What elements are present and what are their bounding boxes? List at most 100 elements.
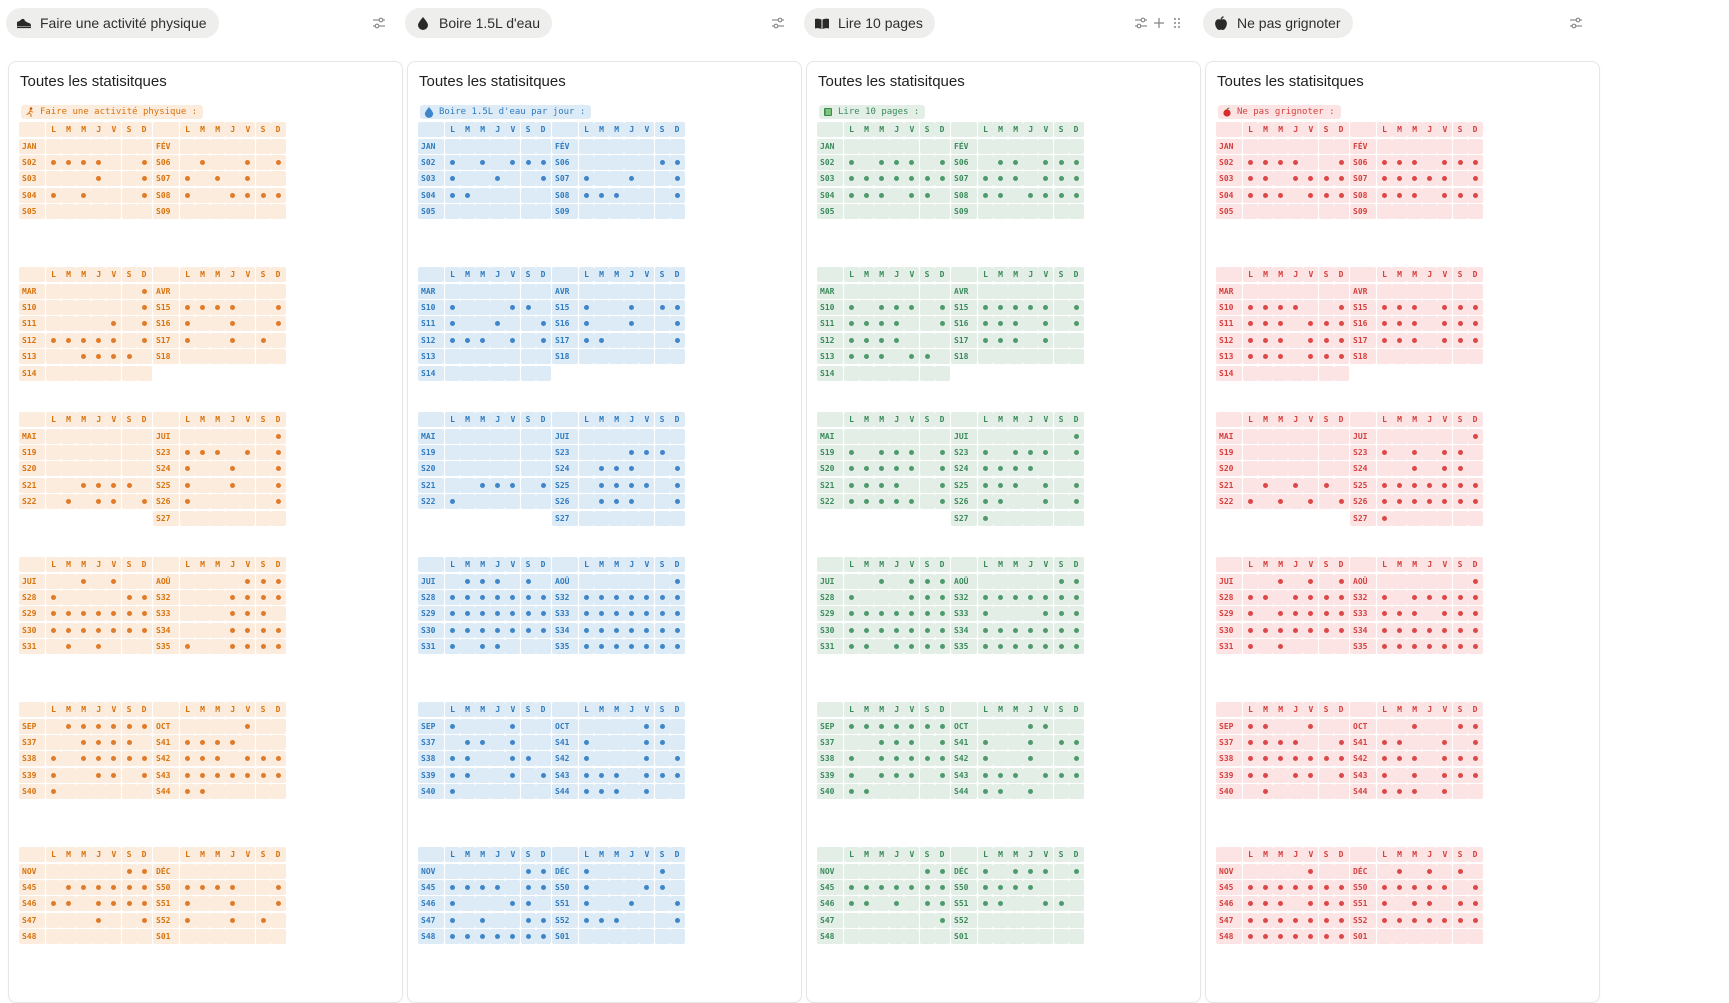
day-cell[interactable]	[195, 171, 211, 187]
day-cell[interactable]	[1437, 204, 1453, 220]
day-cell[interactable]	[859, 639, 875, 655]
day-cell[interactable]	[874, 590, 890, 605]
day-cell[interactable]	[1008, 510, 1024, 526]
day-cell[interactable]	[1303, 155, 1319, 170]
day-cell[interactable]	[46, 300, 61, 315]
day-cell[interactable]	[1273, 639, 1289, 655]
day-cell[interactable]	[669, 929, 685, 945]
day-cell[interactable]	[904, 896, 920, 912]
day-cell[interactable]	[993, 187, 1009, 203]
day-cell[interactable]	[669, 639, 685, 655]
day-cell[interactable]	[1467, 896, 1483, 912]
day-cell[interactable]	[639, 171, 655, 187]
day-cell[interactable]	[1068, 445, 1084, 460]
day-cell[interactable]	[934, 428, 950, 444]
day-cell[interactable]	[445, 300, 460, 315]
day-cell[interactable]	[1273, 896, 1289, 912]
day-cell[interactable]	[46, 735, 61, 750]
day-cell[interactable]	[1333, 767, 1349, 783]
day-cell[interactable]	[505, 138, 521, 154]
day-cell[interactable]	[195, 929, 211, 945]
day-cell[interactable]	[490, 461, 506, 477]
day-cell[interactable]	[859, 751, 875, 767]
day-cell[interactable]	[1437, 639, 1453, 655]
day-cell[interactable]	[1273, 751, 1289, 767]
day-cell[interactable]	[91, 171, 107, 187]
day-cell[interactable]	[1053, 718, 1069, 734]
day-cell[interactable]	[1243, 187, 1258, 203]
day-cell[interactable]	[919, 767, 935, 783]
day-cell[interactable]	[61, 622, 77, 638]
filter-icon[interactable]	[1133, 15, 1149, 31]
day-cell[interactable]	[1053, 494, 1069, 510]
day-cell[interactable]	[61, 332, 77, 348]
day-cell[interactable]	[669, 573, 685, 589]
day-cell[interactable]	[654, 784, 670, 800]
day-cell[interactable]	[195, 445, 211, 460]
day-cell[interactable]	[1407, 784, 1423, 800]
day-cell[interactable]	[1273, 204, 1289, 220]
day-cell[interactable]	[1038, 573, 1054, 589]
day-cell[interactable]	[1053, 735, 1069, 750]
day-cell[interactable]	[1243, 316, 1258, 332]
day-cell[interactable]	[639, 622, 655, 638]
day-cell[interactable]	[1288, 332, 1304, 348]
day-cell[interactable]	[1377, 445, 1392, 460]
day-cell[interactable]	[225, 445, 241, 460]
day-cell[interactable]	[1273, 880, 1289, 895]
day-cell[interactable]	[1023, 590, 1039, 605]
day-cell[interactable]	[1467, 428, 1483, 444]
day-cell[interactable]	[1318, 767, 1334, 783]
day-cell[interactable]	[475, 929, 491, 945]
day-cell[interactable]	[1407, 477, 1423, 493]
day-cell[interactable]	[1243, 461, 1258, 477]
day-cell[interactable]	[993, 510, 1009, 526]
day-cell[interactable]	[1437, 494, 1453, 510]
day-cell[interactable]	[1288, 896, 1304, 912]
day-cell[interactable]	[1318, 445, 1334, 460]
day-cell[interactable]	[136, 204, 152, 220]
day-cell[interactable]	[1258, 929, 1274, 945]
day-cell[interactable]	[1023, 639, 1039, 655]
day-cell[interactable]	[195, 187, 211, 203]
day-cell[interactable]	[475, 461, 491, 477]
day-cell[interactable]	[445, 735, 460, 750]
day-cell[interactable]	[210, 428, 226, 444]
day-cell[interactable]	[1437, 590, 1453, 605]
day-cell[interactable]	[1273, 428, 1289, 444]
day-cell[interactable]	[270, 461, 286, 477]
day-cell[interactable]	[993, 477, 1009, 493]
day-cell[interactable]	[1068, 718, 1084, 734]
day-cell[interactable]	[874, 283, 890, 299]
day-cell[interactable]	[1053, 138, 1069, 154]
day-cell[interactable]	[535, 784, 551, 800]
day-cell[interactable]	[520, 171, 536, 187]
day-cell[interactable]	[76, 187, 92, 203]
day-cell[interactable]	[904, 863, 920, 879]
day-cell[interactable]	[1318, 204, 1334, 220]
day-cell[interactable]	[609, 863, 625, 879]
day-cell[interactable]	[1422, 461, 1438, 477]
day-cell[interactable]	[210, 494, 226, 510]
day-cell[interactable]	[934, 912, 950, 928]
day-cell[interactable]	[535, 912, 551, 928]
day-cell[interactable]	[594, 171, 610, 187]
day-cell[interactable]	[240, 300, 256, 315]
day-cell[interactable]	[270, 896, 286, 912]
day-cell[interactable]	[1273, 494, 1289, 510]
day-cell[interactable]	[445, 187, 460, 203]
day-cell[interactable]	[669, 912, 685, 928]
day-cell[interactable]	[61, 718, 77, 734]
day-cell[interactable]	[1333, 365, 1349, 381]
day-cell[interactable]	[76, 573, 92, 589]
day-cell[interactable]	[1023, 332, 1039, 348]
day-cell[interactable]	[1392, 138, 1408, 154]
day-cell[interactable]	[1467, 138, 1483, 154]
day-cell[interactable]	[1437, 767, 1453, 783]
day-cell[interactable]	[445, 912, 460, 928]
day-cell[interactable]	[594, 445, 610, 460]
day-cell[interactable]	[46, 751, 61, 767]
day-cell[interactable]	[624, 863, 640, 879]
day-cell[interactable]	[1318, 332, 1334, 348]
day-cell[interactable]	[61, 300, 77, 315]
